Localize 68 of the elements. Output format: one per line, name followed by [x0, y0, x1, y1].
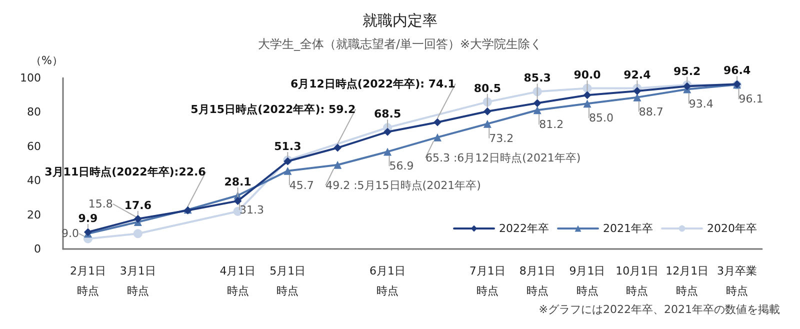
chart-title: 就職内定率 — [362, 12, 438, 30]
x-tick-label: 10月1日時点 — [616, 264, 659, 298]
point — [433, 118, 442, 126]
data-label: 28.1 — [224, 175, 252, 188]
point — [234, 196, 242, 205]
y-tick-label: 100 — [20, 72, 41, 84]
point — [533, 99, 542, 108]
point — [533, 106, 542, 114]
x-tick-label: 6月1日時点 — [370, 264, 406, 298]
data-label: 5月15日時点(2022年卒): 59.2 — [190, 102, 356, 116]
point — [284, 166, 292, 175]
y-tick-label: 20 — [27, 208, 41, 222]
data-label: 96.1 — [738, 92, 764, 106]
y-tick-label: 60 — [27, 140, 41, 153]
point — [133, 229, 142, 238]
legend-label: 2022年卒 — [499, 222, 550, 235]
x-tick-label: 9月1日時点 — [569, 264, 606, 298]
point — [633, 93, 642, 102]
point — [483, 120, 492, 128]
x-tick-label: 3月卒業時点 — [717, 264, 758, 298]
data-label: 88.7 — [638, 105, 664, 118]
point — [384, 128, 392, 136]
y-tick-label: 80 — [27, 106, 41, 119]
x-tick-label: 7月1日時点 — [469, 264, 506, 298]
data-label: 3月11日時点(2022年卒):22.6 — [44, 165, 206, 178]
legend-label: 2020年卒 — [707, 222, 758, 235]
data-label: 80.5 — [474, 82, 501, 95]
point — [334, 144, 342, 152]
data-label: 49.2 :5月15日時点(2021年卒) — [326, 178, 481, 192]
text: ※グラフには2022年卒、2021年卒の数値を掲載 — [538, 303, 780, 316]
data-label: 96.4 — [723, 64, 751, 78]
data-label: 81.2 — [539, 118, 564, 132]
point — [483, 107, 492, 116]
data-label: 90.0 — [574, 68, 602, 82]
legend-label: 2021年卒 — [603, 222, 654, 235]
data-label: 68.5 — [374, 108, 402, 121]
data-label: 31.3 — [240, 203, 264, 216]
data-label: 65.3 :6月12日時点(2021年卒) — [425, 151, 581, 164]
point — [134, 214, 142, 223]
data-label: 45.7 — [289, 178, 314, 192]
x-tick-label: 8月1日時点 — [519, 264, 556, 298]
data-label: 85.3 — [524, 72, 551, 85]
x-tick-label: 4月1日時点 — [220, 264, 256, 298]
point — [334, 160, 342, 169]
point — [583, 100, 592, 108]
point — [384, 148, 392, 156]
data-label: 9.9 — [78, 212, 98, 226]
data-label: 56.9 — [389, 160, 414, 173]
data-label: 17.6 — [124, 198, 152, 212]
point — [583, 91, 592, 100]
y-tick-label: 40 — [27, 174, 41, 188]
data-label: 73.2 — [489, 132, 514, 145]
point — [433, 133, 442, 142]
x-tick-label: 2月1日時点 — [70, 264, 106, 298]
chart-subtitle: 大学生_全体（就職志望者/単一回答）※大学院生除く — [258, 37, 542, 51]
data-label: 6月12日時点(2022年卒): 74.1 — [290, 77, 456, 90]
data-label: 92.4 — [624, 68, 652, 82]
data-label: 15.8 — [88, 197, 113, 210]
data-label: 93.4 — [688, 97, 714, 110]
data-label: 95.2 — [674, 64, 701, 78]
y-tick-label: 0 — [34, 242, 41, 256]
y-axis-title: （%） — [30, 54, 63, 67]
x-tick-label: 12月1日時点 — [666, 264, 709, 298]
point — [633, 86, 642, 95]
x-tick-label: 5月1日時点 — [270, 264, 306, 298]
data-label: 51.3 — [274, 140, 302, 154]
data-label: 85.0 — [589, 112, 614, 125]
x-tick-label: 3月1日時点 — [120, 264, 156, 298]
